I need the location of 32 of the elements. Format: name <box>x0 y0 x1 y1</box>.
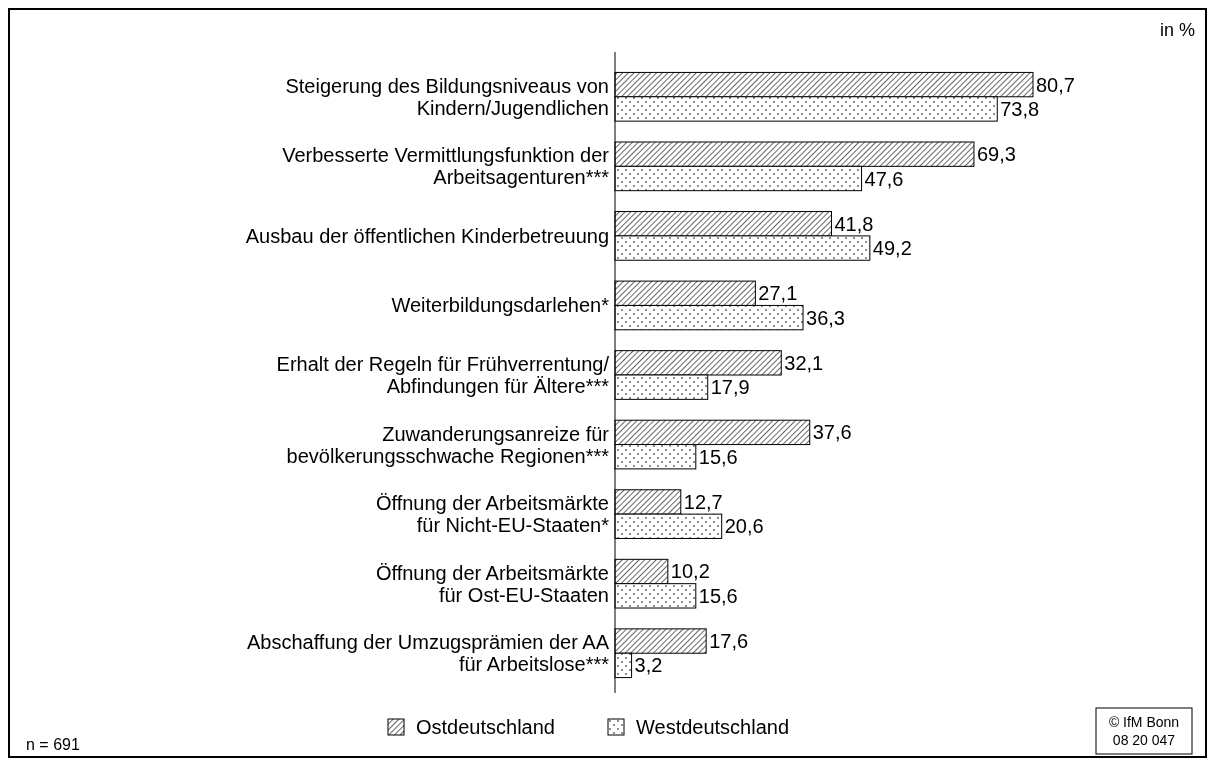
data-label: 15,6 <box>698 445 738 468</box>
legend-label: Ostdeutschland <box>416 716 555 738</box>
data-label: 49,2 <box>872 237 912 260</box>
y-tick-label: Ausbau der öffentlichen Kinderbetreuung <box>245 224 609 247</box>
data-label: 3,2 <box>634 654 663 677</box>
data-label: 36,3 <box>806 306 845 329</box>
y-tick-label: Öffnung der Arbeitsmärkte für Ost-EU-Staaten <box>375 561 609 606</box>
data-label: 12,7 <box>683 490 723 513</box>
data-label: 32,1 <box>784 351 824 374</box>
y-tick-label: Weiterbildungsdarlehen* <box>391 294 610 317</box>
data-label: 17,9 <box>710 376 750 399</box>
data-label: 47,6 <box>864 167 904 190</box>
y-tick-label: Abschaffung der Umzugsprämien der AA für Arbeitslose*** <box>246 631 610 676</box>
y-tick-label: Erhalt der Regeln für Frühverrentung/ Abfindungen für Ältere*** <box>276 353 610 397</box>
data-label: 10,2 <box>670 560 710 583</box>
text: © IfM Bonn 08 20 047 <box>1108 714 1180 748</box>
y-tick-label: Öffnung der Arbeitsmärkte für Nicht-EU-Staaten* <box>375 492 610 537</box>
text: n = 691 <box>26 736 80 753</box>
data-label: 80,7 <box>1036 73 1075 96</box>
data-label: 20,6 <box>724 515 764 538</box>
y-tick-label: Steigerung des Bildungsniveaus von Kindern/Jugendlichen <box>285 74 609 119</box>
data-label: 41,8 <box>834 212 874 235</box>
data-label: 17,6 <box>709 630 749 653</box>
data-label: 69,3 <box>976 143 1016 166</box>
text: in % <box>1159 20 1195 40</box>
data-label: 15,6 <box>698 584 738 607</box>
data-label: 27,1 <box>758 282 798 305</box>
data-label: 37,6 <box>812 421 852 444</box>
legend-label: Westdeutschland <box>636 716 790 738</box>
y-tick-label: Verbesserte Vermittlungsfunktion der Arbeitsagenturen*** <box>282 144 610 189</box>
data-label: 73,8 <box>1000 97 1040 120</box>
y-tick-label: Zuwanderungsanreize für bevölkerungsschwache Regionen*** <box>286 422 610 467</box>
